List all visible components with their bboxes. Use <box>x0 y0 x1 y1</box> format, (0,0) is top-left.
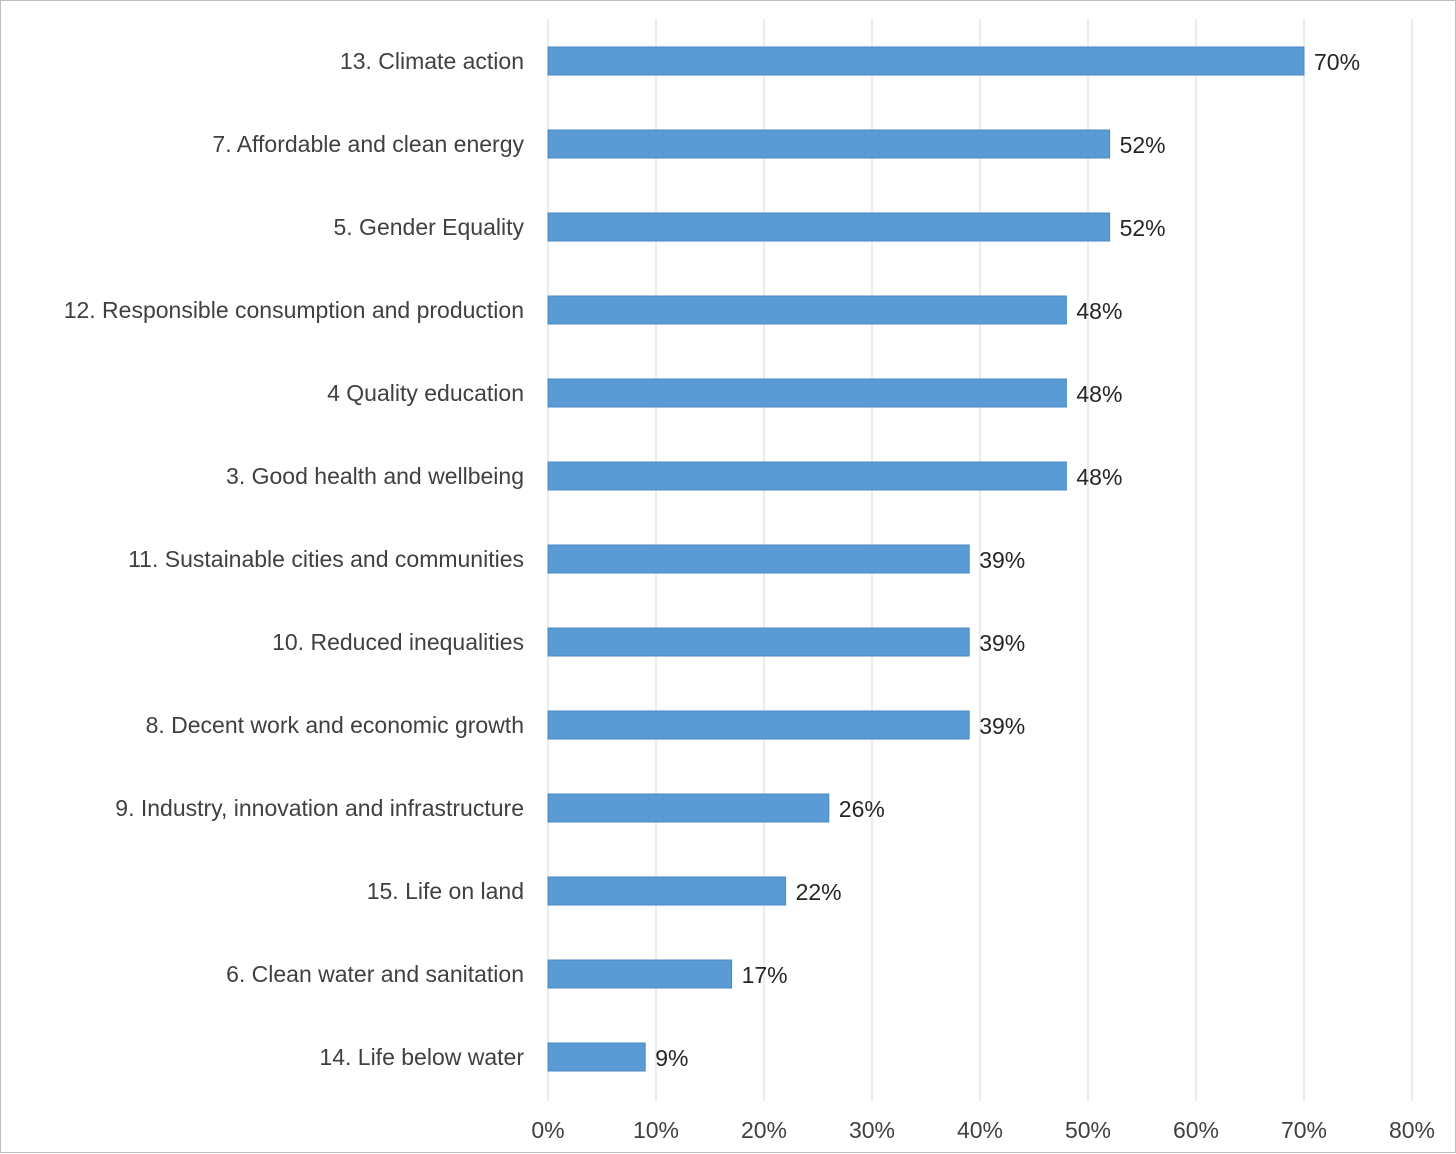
x-tick-label: 50% <box>1065 1117 1111 1143</box>
x-tick-label: 60% <box>1173 1117 1219 1143</box>
category-label: 15. Life on land <box>367 878 524 904</box>
category-label: 6. Clean water and sanitation <box>226 961 524 987</box>
bar <box>547 710 970 740</box>
category-label: 14. Life below water <box>319 1044 524 1070</box>
data-label: 52% <box>1120 132 1166 158</box>
x-tick-label: 80% <box>1389 1117 1435 1143</box>
x-axis-tick-labels: 0% 10% 20% 30% 40% 50% 60% 70% 80% <box>531 1117 1435 1143</box>
category-label: 9. Industry, innovation and infrastructu… <box>115 795 524 821</box>
category-label: 11. Sustainable cities and communities <box>128 546 524 572</box>
data-labels: 70% 52% 52% 48% 48% 48% 39% 39% 39% 26% 22% 17% 9% <box>655 49 1360 1071</box>
bar <box>547 876 787 906</box>
data-label: 70% <box>1314 49 1360 75</box>
x-tick-label: 10% <box>633 1117 679 1143</box>
bar <box>547 46 1305 76</box>
bar <box>547 461 1067 491</box>
data-label: 48% <box>1076 381 1122 407</box>
data-label: 26% <box>839 796 885 822</box>
category-label: 5. Gender Equality <box>333 214 524 240</box>
category-label: 13. Climate action <box>340 48 524 74</box>
bar <box>547 378 1067 408</box>
category-label: 3. Good health and wellbeing <box>226 463 524 489</box>
data-label: 22% <box>796 879 842 905</box>
category-label: 8. Decent work and economic growth <box>146 712 524 738</box>
bars <box>547 46 1305 1072</box>
bar <box>547 212 1111 242</box>
data-label: 39% <box>979 630 1025 656</box>
x-tick-label: 30% <box>849 1117 895 1143</box>
bar <box>547 1042 646 1072</box>
bar <box>547 129 1111 159</box>
category-label: 4 Quality education <box>327 380 524 406</box>
x-tick-label: 40% <box>957 1117 1003 1143</box>
data-label: 52% <box>1120 215 1166 241</box>
data-label: 39% <box>979 713 1025 739</box>
data-label: 48% <box>1076 464 1122 490</box>
data-label: 17% <box>742 962 788 988</box>
x-tick-label: 70% <box>1281 1117 1327 1143</box>
x-tick-label: 0% <box>531 1117 564 1143</box>
bar <box>547 544 970 574</box>
data-label: 48% <box>1076 298 1122 324</box>
bar <box>547 793 830 823</box>
gridlines <box>547 19 1413 1101</box>
data-label: 39% <box>979 547 1025 573</box>
bar <box>547 959 733 989</box>
bar <box>547 627 970 657</box>
category-label: 10. Reduced inequalities <box>272 629 524 655</box>
data-label: 9% <box>655 1045 688 1071</box>
x-tick-label: 20% <box>741 1117 787 1143</box>
category-label: 7. Affordable and clean energy <box>212 131 524 157</box>
bar <box>547 295 1067 325</box>
category-label: 12. Responsible consumption and producti… <box>64 297 524 323</box>
category-labels: 13. Climate action 7. Affordable and clea… <box>64 48 525 1070</box>
